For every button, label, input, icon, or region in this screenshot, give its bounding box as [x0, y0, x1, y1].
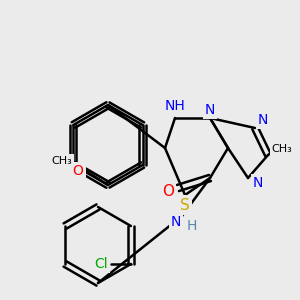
Text: CH₃: CH₃ [52, 156, 72, 166]
Text: N: N [171, 215, 181, 229]
Text: S: S [180, 197, 190, 212]
Text: N: N [258, 113, 268, 127]
Text: O: O [73, 164, 83, 178]
Text: O: O [162, 184, 174, 200]
Text: NH: NH [165, 99, 185, 113]
Text: N: N [253, 176, 263, 190]
Text: N: N [205, 103, 215, 117]
Text: CH₃: CH₃ [272, 144, 292, 154]
Text: Cl: Cl [94, 257, 108, 271]
Text: H: H [187, 219, 197, 233]
